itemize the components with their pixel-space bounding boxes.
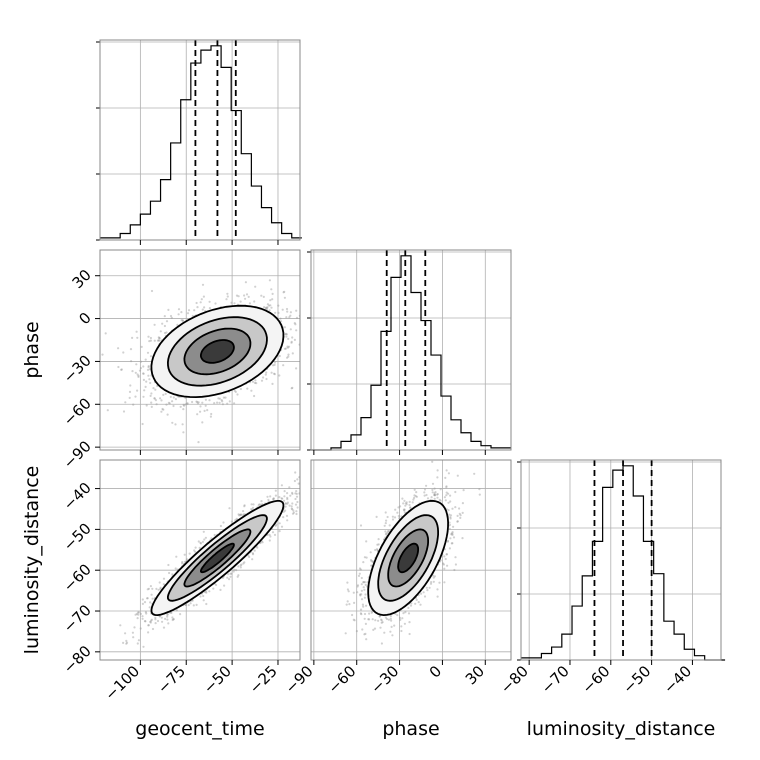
y-axis-label: phase bbox=[21, 321, 43, 378]
contour-line bbox=[150, 304, 285, 399]
x-tick-label: 30 bbox=[462, 662, 488, 688]
panel-frame bbox=[99, 39, 301, 241]
density-fill bbox=[398, 543, 419, 573]
y-tick-label: −60 bbox=[60, 560, 95, 595]
y-tick-label: −80 bbox=[60, 642, 95, 677]
histogram-panel-luminosity_distance bbox=[517, 459, 726, 661]
density-fill bbox=[200, 340, 234, 363]
panel-frame bbox=[99, 459, 301, 661]
x-tick-label: −80 bbox=[497, 662, 532, 697]
y-axis-label: luminosity_distance bbox=[21, 466, 43, 655]
x-tick-label: −25 bbox=[246, 662, 281, 697]
x-axis-label: geocent_time bbox=[135, 718, 264, 740]
x-tick-label: −90 bbox=[282, 662, 317, 697]
histogram-panel-phase bbox=[307, 249, 512, 451]
panel-frame bbox=[310, 249, 512, 451]
contour-line bbox=[150, 499, 285, 617]
x-axis-label: luminosity_distance bbox=[527, 718, 716, 740]
panel-frame bbox=[99, 249, 301, 451]
x-tick-label: −100 bbox=[101, 662, 143, 704]
panel-frame bbox=[310, 459, 512, 661]
histogram-steps bbox=[311, 255, 511, 451]
density-fill bbox=[200, 543, 234, 573]
y-tick-label: −50 bbox=[60, 519, 95, 554]
panel-frame bbox=[520, 459, 722, 661]
x-tick-label: 0 bbox=[426, 662, 445, 681]
y-tick-label: 30 bbox=[69, 266, 95, 292]
y-tick-label: −70 bbox=[60, 601, 95, 636]
x-tick-label: −75 bbox=[154, 662, 189, 697]
x-tick-label: −30 bbox=[367, 662, 402, 697]
contour-line bbox=[183, 528, 252, 588]
y-tick-label: −90 bbox=[60, 437, 95, 472]
x-tick-label: −60 bbox=[579, 662, 614, 697]
x-tick-label: −50 bbox=[619, 662, 654, 697]
x-tick-label: −60 bbox=[324, 662, 359, 697]
y-tick-label: −60 bbox=[60, 394, 95, 429]
density-panel-geocent_time-luminosity_distance bbox=[99, 459, 301, 661]
contour-line bbox=[387, 528, 430, 588]
contour-line bbox=[183, 327, 252, 376]
x-tick-label: −40 bbox=[660, 662, 695, 697]
contour-line bbox=[377, 514, 440, 602]
histogram-panel-geocent_time bbox=[96, 39, 302, 241]
contour-line bbox=[166, 316, 268, 387]
density-panel-phase-luminosity_distance bbox=[310, 459, 512, 661]
contour-line bbox=[199, 542, 235, 574]
contour-line bbox=[367, 499, 450, 617]
contour-line bbox=[397, 542, 420, 574]
x-axis-label: phase bbox=[382, 718, 439, 740]
x-tick-label: −70 bbox=[538, 662, 573, 697]
x-tick-label: −50 bbox=[200, 662, 235, 697]
contour-line bbox=[166, 514, 268, 602]
density-panel-geocent_time-phase bbox=[99, 249, 301, 451]
histogram-steps bbox=[100, 45, 302, 239]
y-tick-label: −40 bbox=[60, 479, 95, 514]
y-tick-label: 0 bbox=[75, 309, 94, 328]
y-tick-label: −30 bbox=[60, 352, 95, 387]
histogram-steps bbox=[521, 465, 726, 661]
contour-line bbox=[199, 339, 235, 364]
